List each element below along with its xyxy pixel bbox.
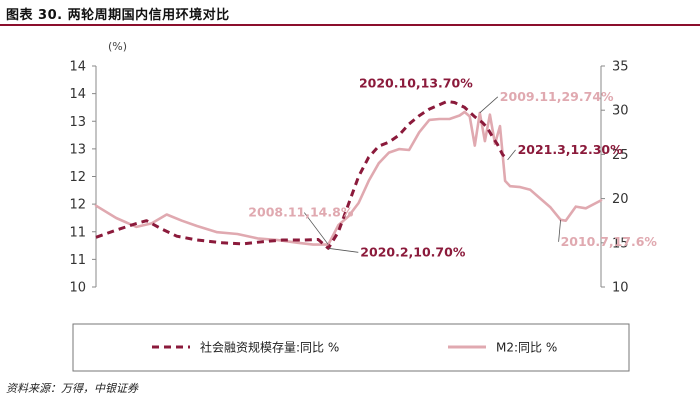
annotation-layer: 2020.10,13.70% 2009.11,29.74% 2021.3,12.30… — [248, 75, 657, 259]
annotation-label: 2021.3,12.30% — [518, 142, 624, 157]
series-line-social-financing — [95, 99, 509, 250]
annotation-label: 2020.2,10.70% — [360, 244, 466, 259]
left-tick-label: 11 — [69, 253, 86, 268]
left-tick-label: 12 — [69, 198, 86, 213]
annotation-label: 2010.7,17.6% — [561, 234, 658, 249]
series-layer — [94, 99, 603, 250]
source-note: 资料来源：万得，中银证券 — [6, 382, 138, 395]
right-tick-label: 20 — [612, 192, 629, 207]
left-axis-unit: (%) — [108, 40, 127, 53]
annotation-leader — [507, 149, 516, 161]
annotation-label: 2020.10,13.70% — [359, 75, 473, 90]
right-tick-label: 10 — [612, 281, 629, 296]
right-tick-label: 25 — [612, 148, 629, 163]
legend-label: M2:同比 % — [496, 341, 557, 355]
left-tick-label: 10 — [69, 281, 86, 296]
title-rule — [0, 24, 700, 26]
left-tick-label: 11 — [69, 225, 86, 240]
left-tick-label: 12 — [69, 170, 86, 185]
left-tick-label: 13 — [69, 142, 86, 157]
right-tick-label: 35 — [612, 60, 629, 75]
series-line-m2 — [94, 110, 603, 246]
page-title: 图表 30. 两轮周期国内信用环境对比 — [6, 8, 230, 23]
left-tick-label: 14 — [69, 87, 86, 102]
right-tick-label: 30 — [612, 104, 629, 119]
right-axis: 35 30 25 20 15 10 — [600, 60, 629, 296]
left-tick-label: 14 — [69, 60, 86, 75]
annotation-label: 2008.11,14.8% — [248, 205, 354, 220]
annotation-leader — [328, 247, 359, 253]
annotation-label: 2009.11,29.74% — [500, 89, 614, 104]
annotation-leader — [558, 219, 561, 242]
annotation-leader — [303, 212, 329, 245]
annotation-leader — [479, 96, 499, 114]
right-tick-label: 15 — [612, 236, 629, 251]
left-axis: 14 14 13 13 12 12 11 11 10 (%) — [69, 40, 127, 296]
legend: 社会融资规模存量:同比 % M2:同比 % — [72, 323, 630, 372]
left-tick-label: 13 — [69, 115, 86, 130]
legend-label: 社会融资规模存量:同比 % — [200, 340, 339, 355]
